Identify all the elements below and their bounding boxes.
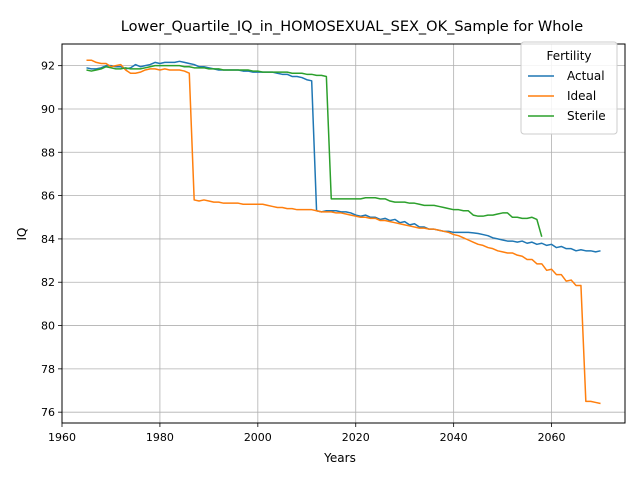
legend-label-ideal: Ideal (567, 89, 596, 103)
x-tick-label: 2040 (440, 431, 468, 444)
y-tick-label: 76 (41, 406, 55, 419)
x-tick-label: 1960 (48, 431, 76, 444)
plot-area-frame (61, 43, 626, 424)
y-axis-label: IQ (15, 228, 29, 241)
x-tick-label: 2000 (244, 431, 272, 444)
y-tick-label: 88 (41, 146, 55, 159)
y-tick-label: 80 (41, 320, 55, 333)
legend-label-sterile: Sterile (567, 109, 606, 123)
x-axis-label: Years (323, 451, 356, 465)
legend-box (520, 41, 618, 135)
y-tick-label: 92 (41, 60, 55, 73)
legend-items: Actual Ideal Sterile (528, 69, 606, 123)
y-axis: 76 78 80 82 84 86 88 90 92 (41, 60, 62, 419)
x-axis: 1960 1980 2000 2020 2040 2060 (48, 423, 566, 444)
legend-label-actual: Actual (567, 69, 605, 83)
y-tick-label: 82 (41, 276, 55, 289)
series-line-sterile (86, 64, 543, 237)
series-line-ideal (86, 59, 601, 405)
y-tick-label: 86 (41, 190, 55, 203)
series-lines (86, 59, 601, 405)
y-tick-label: 90 (41, 103, 55, 116)
legend: Fertility Actual Ideal Sterile (520, 41, 618, 135)
series-line-actual (86, 60, 601, 253)
x-tick-label: 2020 (342, 431, 370, 444)
grid-lines (61, 44, 625, 423)
x-tick-label: 1980 (146, 431, 174, 444)
x-tick-label: 2060 (538, 431, 566, 444)
legend-title: Fertility (546, 49, 591, 63)
y-tick-label: 78 (41, 363, 55, 376)
chart-title: Lower_Quartile_IQ_in_HOMOSEXUAL_SEX_OK_S… (121, 19, 584, 35)
y-tick-label: 84 (41, 233, 55, 246)
